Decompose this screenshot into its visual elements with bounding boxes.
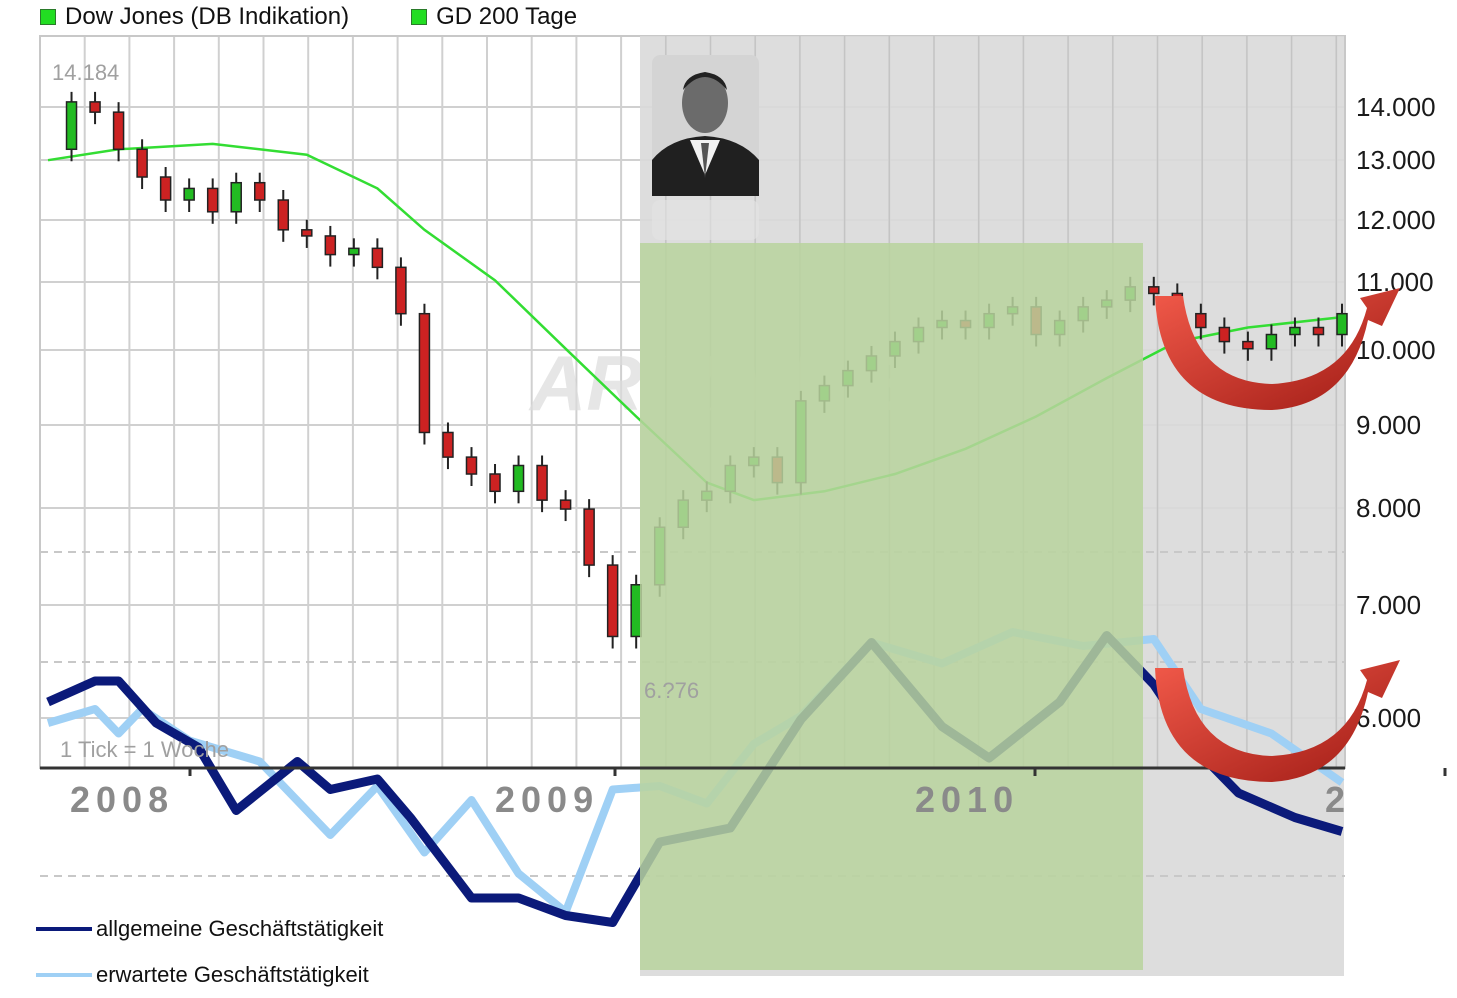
- y-tick-label: 14.000: [1356, 92, 1436, 122]
- y-tick-label: 12.000: [1356, 205, 1436, 235]
- portrait: [652, 55, 759, 240]
- candle-body: [89, 101, 101, 113]
- legend-entry-expected: erwartete Geschäftstätigkeit: [36, 952, 383, 998]
- legend-dow-label: Dow Jones (DB Indikation): [65, 3, 350, 30]
- candle-body: [418, 312, 431, 434]
- y-tick-label: 10.000: [1356, 335, 1436, 365]
- candle-body: [324, 235, 337, 256]
- candle-body: [301, 229, 313, 237]
- expected-line-swatch: [36, 973, 92, 977]
- candle-body: [348, 247, 360, 256]
- candle-body: [230, 181, 242, 213]
- candle-body: [630, 584, 642, 638]
- candle-body: [1218, 326, 1231, 343]
- candle-body: [112, 111, 125, 151]
- candle-body: [65, 101, 78, 151]
- candle-body: [583, 508, 595, 566]
- general-line-swatch: [36, 927, 92, 931]
- candle-body: [489, 473, 501, 493]
- trend-arrow-lower: [1155, 660, 1400, 782]
- candle-body: [465, 456, 478, 475]
- top-legend: Dow Jones (DB Indikation) GD 200 Tage: [40, 2, 639, 32]
- min-annotation: 6.?76: [644, 678, 699, 703]
- candle-body: [206, 187, 219, 213]
- candle-body: [1265, 333, 1278, 350]
- candle-body: [1148, 286, 1160, 295]
- legend-entry-dow: Dow Jones (DB Indikation): [40, 3, 349, 31]
- axes: 14.00013.00012.00011.00010.0009.0008.000…: [40, 92, 1447, 820]
- candle-body: [253, 181, 266, 201]
- candle-body: [395, 266, 407, 315]
- candle-body: [442, 431, 454, 458]
- candle-body: [559, 499, 572, 510]
- legend-entry-general: allgemeine Geschäftstätigkeit: [36, 906, 383, 952]
- y-tick-label: 7.000: [1356, 590, 1421, 620]
- x-tick-label: 2: [1325, 779, 1351, 820]
- y-tick-label: 8.000: [1356, 493, 1421, 523]
- candle-body: [536, 464, 548, 501]
- candle-body: [1242, 340, 1254, 350]
- x-tick-label: 2010: [915, 779, 1019, 820]
- x-tick-label: 2008: [70, 779, 174, 820]
- y-tick-label: 6.000: [1356, 703, 1421, 733]
- candle-body: [136, 148, 148, 178]
- candle-body: [277, 199, 290, 231]
- gd200-swatch: [411, 9, 428, 25]
- dow-swatch: [40, 9, 56, 25]
- candle-body: [1195, 312, 1207, 329]
- candle-body: [606, 564, 619, 638]
- trend-arrow-upper: [1155, 288, 1400, 410]
- candle-body: [1312, 326, 1325, 336]
- candle-body: [512, 464, 525, 493]
- candle-body: [159, 176, 172, 201]
- candle-body: [1336, 312, 1348, 336]
- y-tick-label: 13.000: [1356, 145, 1436, 175]
- candle-body: [1289, 326, 1301, 336]
- legend-expected-label: erwartete Geschäftstätigkeit: [96, 962, 369, 987]
- y-tick-label: 9.000: [1356, 410, 1421, 440]
- obama-term-highlight: [640, 243, 1143, 970]
- candle-body: [371, 247, 384, 269]
- tick-annotation: 1 Tick = 1 Woche: [60, 737, 229, 762]
- legend-entry-gd200: GD 200 Tage: [411, 3, 577, 31]
- legend-gd200-label: GD 200 Tage: [436, 3, 578, 30]
- max-annotation: 14.184: [52, 60, 119, 85]
- legend-general-label: allgemeine Geschäftstätigkeit: [96, 916, 384, 941]
- x-tick-label: 2009: [495, 779, 599, 820]
- candle-body: [183, 187, 195, 201]
- bottom-legend: allgemeine Geschäftstätigkeit erwartete …: [36, 906, 383, 998]
